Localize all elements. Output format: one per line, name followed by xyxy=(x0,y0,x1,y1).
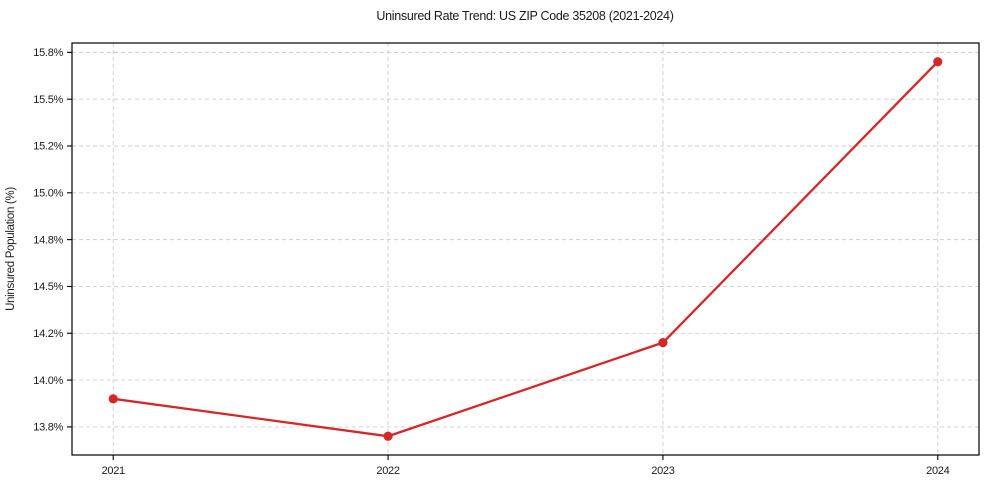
y-tick-label: 14.2% xyxy=(33,328,63,340)
axes-layer: 13.8% 14.0% 14.2% 14.5% 14.8% 15.0% 15.2% 15.5%… xyxy=(33,42,980,477)
x-tick-label: 2021 xyxy=(102,465,125,477)
data-point-marker xyxy=(383,431,393,441)
y-tick-label: 15.8% xyxy=(33,47,63,59)
data-point-marker xyxy=(933,57,943,67)
series-layer xyxy=(108,57,943,441)
x-tick-label: 2023 xyxy=(651,465,674,477)
y-tick-label: 14.0% xyxy=(33,375,63,387)
grid-layer xyxy=(72,43,979,455)
y-tick-label: 13.8% xyxy=(33,422,63,434)
y-tick-label: 14.5% xyxy=(33,281,63,293)
y-tick-label: 15.2% xyxy=(33,141,63,153)
data-point-marker xyxy=(658,338,668,348)
x-tick-label: 2022 xyxy=(376,465,399,477)
plot-border xyxy=(71,42,980,456)
trend-line xyxy=(112,60,939,438)
data-point-marker xyxy=(108,394,118,404)
y-tick-label: 14.8% xyxy=(33,234,63,246)
y-tick-label: 15.5% xyxy=(33,94,63,106)
chart-title: Uninsured Rate Trend: US ZIP Code 35208 … xyxy=(376,9,673,23)
y-tick-label: 15.0% xyxy=(33,188,63,200)
x-tick-label: 2024 xyxy=(926,465,949,477)
y-axis-label: Uninsured Population (%) xyxy=(5,187,17,311)
